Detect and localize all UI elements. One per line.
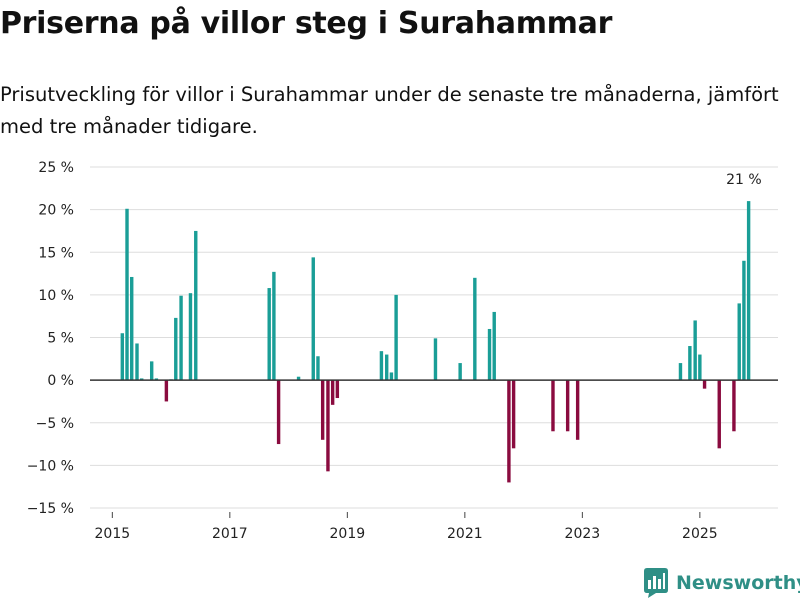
bar: [316, 356, 320, 381]
bar: [311, 257, 315, 381]
x-tick-label: 2023: [565, 526, 601, 542]
x-tick-label: 2017: [212, 526, 248, 542]
bar: [492, 311, 496, 381]
chart-subtitle: Prisutveckling för villor i Surahammar u…: [0, 83, 779, 138]
bar: [565, 380, 570, 432]
bar: [746, 201, 751, 381]
bar: [717, 380, 721, 449]
bar: [379, 351, 384, 381]
bar: [267, 288, 271, 381]
x-tick-label: 2019: [330, 526, 366, 542]
annotation-label: 21 %: [726, 172, 762, 188]
bar: [164, 380, 169, 402]
bar: [473, 277, 477, 381]
x-tick-label: 2021: [447, 526, 483, 542]
bar: [326, 380, 330, 472]
bar: [135, 343, 139, 381]
bar: [276, 380, 281, 445]
bar: [130, 276, 134, 381]
bar: [693, 320, 697, 381]
bar: [487, 328, 492, 381]
bar: [389, 372, 394, 381]
bar: [737, 303, 741, 381]
newsworthy-logo-icon: [644, 568, 668, 598]
bar: [551, 380, 555, 432]
brand-name: Newsworthy: [676, 572, 800, 594]
brand-logo[interactable]: Newsworthy: [644, 568, 800, 598]
bar: [335, 380, 340, 399]
bar: [394, 294, 398, 381]
y-tick-label: 20 %: [38, 203, 74, 219]
bar: [732, 380, 736, 432]
bar: [188, 293, 193, 381]
bar: [272, 271, 276, 381]
bar: [678, 363, 683, 381]
bar: [702, 380, 707, 389]
bar: [433, 338, 438, 381]
y-tick-label: 5 %: [47, 331, 74, 347]
y-tick-label: 0 %: [47, 373, 74, 389]
bar: [330, 380, 335, 405]
x-tick-label: 2025: [682, 526, 718, 542]
bar: [742, 260, 746, 381]
bar: [688, 346, 692, 381]
bar: [575, 380, 580, 440]
y-tick-label: 25 %: [38, 160, 74, 176]
y-tick-label: −15 %: [27, 501, 74, 517]
bar: [194, 230, 198, 381]
bar: [120, 333, 125, 381]
bar: [384, 354, 389, 381]
x-tick-label: 2015: [95, 526, 131, 542]
bar: [507, 380, 511, 483]
y-tick-label: −10 %: [27, 458, 74, 474]
bar: [179, 295, 183, 381]
bar: [125, 208, 129, 381]
bar: [174, 317, 178, 381]
bar: [458, 363, 462, 381]
bar: [149, 361, 154, 381]
bar: [320, 380, 325, 440]
chart-title: Priserna på villor steg i Surahammar: [0, 6, 613, 41]
y-tick-label: 10 %: [38, 288, 74, 304]
bar: [511, 380, 516, 449]
bar: [698, 354, 702, 381]
y-tick-label: 15 %: [38, 245, 74, 261]
bar: [154, 378, 159, 381]
bar: [296, 376, 301, 381]
y-tick-label: −5 %: [36, 416, 74, 432]
bar: [139, 378, 144, 381]
